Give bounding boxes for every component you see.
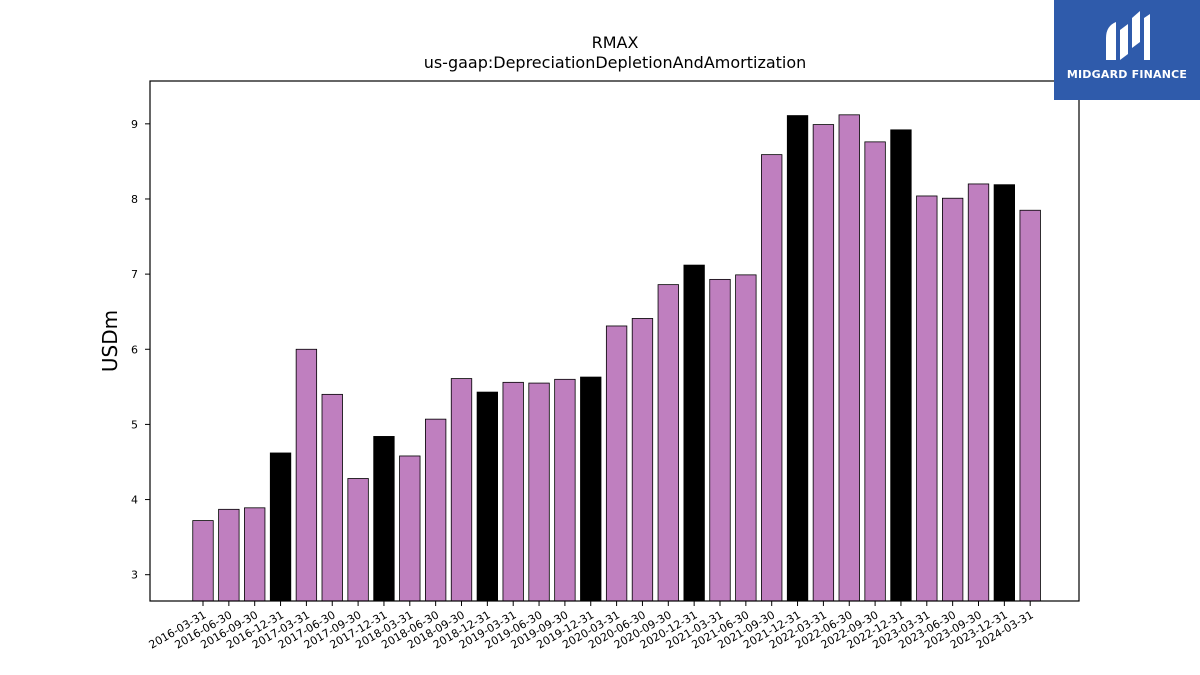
bars-group	[192, 114, 1041, 602]
chart-title: RMAX	[592, 33, 639, 52]
bar-2021-12-31	[786, 115, 809, 602]
y-tick-label: 3	[131, 569, 138, 582]
bar-2016-03-31	[192, 520, 214, 602]
y-tick-label: 6	[131, 343, 138, 356]
y-tick-label: 9	[131, 118, 138, 131]
logo-text: MIDGARD FINANCE	[1066, 68, 1188, 81]
bar-2019-03-31	[502, 381, 524, 602]
y-tick-label: 7	[131, 268, 138, 281]
bar-2016-09-30	[244, 507, 266, 602]
bar-2016-12-31	[269, 452, 292, 602]
bar-2018-12-31	[476, 391, 499, 602]
bar-2017-06-30	[321, 393, 343, 602]
bar-2021-09-30	[761, 154, 783, 602]
y-tick-label: 8	[131, 193, 138, 206]
bar-2021-06-30	[735, 274, 757, 602]
bar-2019-06-30	[528, 382, 550, 602]
bar-2024-03-31	[1019, 209, 1041, 602]
bar-2020-03-31	[605, 325, 628, 602]
bar-2023-06-30	[942, 197, 964, 602]
bar-2016-06-30	[218, 508, 240, 602]
bar-2019-12-31	[580, 376, 602, 602]
y-axis-label: USDm	[98, 310, 122, 372]
midgard-logo-icon	[1106, 11, 1150, 60]
bar-2020-06-30	[631, 318, 654, 602]
bar-2023-03-31	[916, 195, 938, 602]
bar-2018-06-30	[424, 418, 447, 602]
y-axis: 3 4 5 6 7 8 9	[131, 118, 150, 582]
bar-2018-09-30	[450, 378, 473, 602]
bar-2022-09-30	[864, 141, 886, 602]
bar-2022-03-31	[812, 124, 835, 602]
bar-2020-12-31	[683, 264, 705, 602]
midgard-logo: MIDGARD FINANCE	[1054, 0, 1200, 100]
bar-2018-03-31	[399, 455, 421, 602]
y-tick-label: 5	[131, 418, 138, 431]
bar-2023-09-30	[967, 183, 990, 602]
bar-2021-03-31	[709, 278, 731, 602]
bar-2019-09-30	[554, 378, 576, 602]
bar-2017-03-31	[295, 348, 318, 602]
chart-subtitle: us-gaap:DepreciationDepletionAndAmortiza…	[424, 53, 807, 72]
y-tick-label: 4	[131, 494, 138, 507]
bar-2022-12-31	[890, 129, 912, 602]
bar-2020-09-30	[657, 284, 679, 602]
bar-2017-09-30	[347, 478, 369, 602]
plot-frame	[149, 80, 1080, 602]
x-axis: 2016-03-312016-06-302016-09-302016-12-31…	[147, 601, 1036, 652]
bar-2023-12-31	[993, 184, 1015, 602]
bar-2022-06-30	[838, 114, 860, 602]
bar-2017-12-31	[373, 436, 395, 602]
